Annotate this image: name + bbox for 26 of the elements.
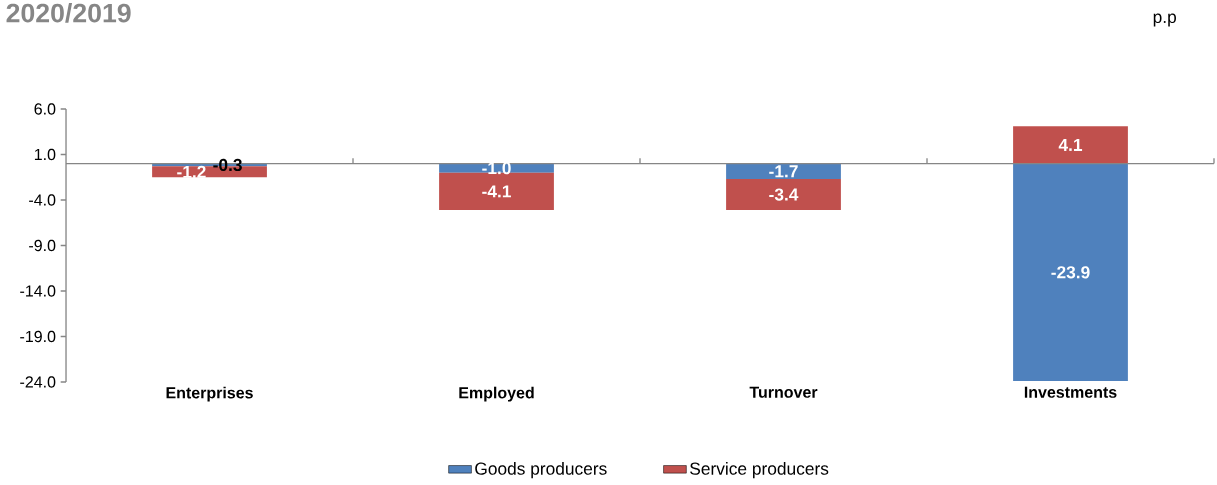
data-label: 4.1 (1058, 138, 1083, 151)
x-tick-label: Turnover (749, 386, 818, 398)
data-label: -1.7 (769, 165, 798, 178)
y-tick-label: -14.0 (20, 285, 56, 297)
y-tick-label: -4.0 (29, 194, 56, 206)
x-tick-label: Enterprises (166, 386, 253, 402)
bar (1013, 126, 1128, 164)
y-tick-label: -19.0 (20, 330, 56, 343)
y-tick-label: -24.0 (20, 376, 56, 388)
bar (726, 163, 841, 180)
data-label: -4.1 (482, 185, 511, 198)
legend-label: Service producers (690, 462, 829, 479)
x-tick-label: Employed (459, 386, 534, 402)
data-label: -1.2 (177, 165, 206, 178)
chart-title: 2020/2019 (6, 2, 131, 23)
text: p.p (1153, 13, 1176, 27)
y-tick-label: 6.0 (34, 103, 56, 115)
bar (726, 179, 841, 210)
y-tick-label: -9.0 (29, 239, 56, 252)
x-tick-label: Investments (1024, 386, 1117, 398)
bar (1013, 163, 1128, 382)
data-label: -3.4 (769, 188, 799, 201)
legend-label: Goods producers (475, 462, 607, 479)
bar (439, 163, 554, 173)
y-tick-label: 1.0 (34, 148, 56, 161)
data-label: -23.9 (1051, 266, 1090, 279)
